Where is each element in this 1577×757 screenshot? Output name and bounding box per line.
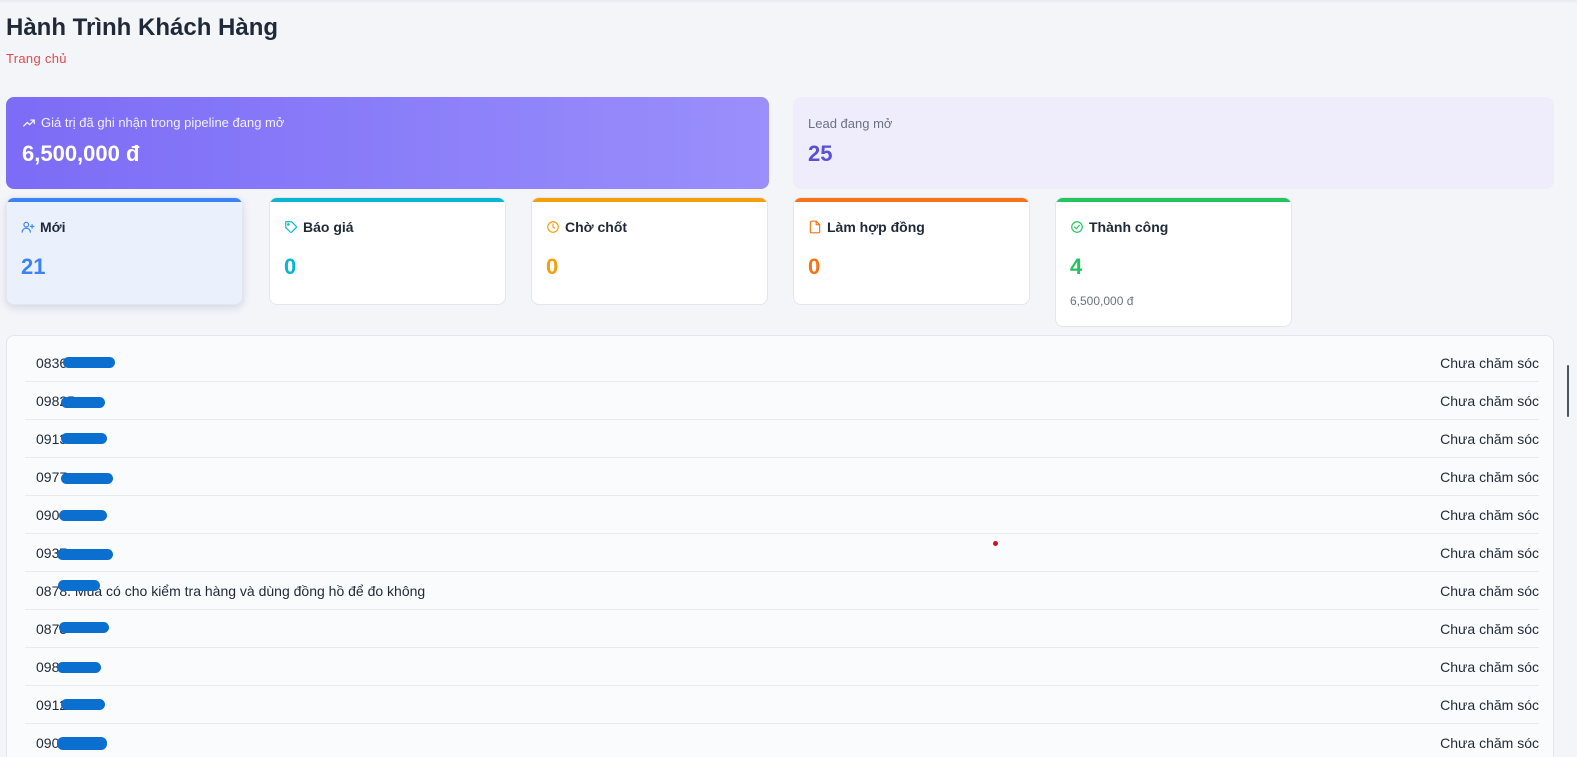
redaction-mark [59,621,109,633]
lead-row[interactable]: 0937 Chưa chăm sóc [25,534,1539,572]
lead-row[interactable]: 0903 Chưa chăm sóc [25,724,1539,757]
lead-row[interactable]: 0878 Chưa chăm sóc [25,610,1539,648]
lead-phone: 0988 [25,659,101,675]
redaction-mark [61,432,107,444]
pipeline-value-label-text: Giá trị đã ghi nhận trong pipeline đang … [41,115,285,130]
stage-label: Mới [40,219,66,235]
lead-phone-text: 0977 [36,468,68,485]
lead-phone: 09825 [25,393,105,409]
breadcrumb-home[interactable]: Trang chủ [6,51,67,66]
lead-row[interactable]: 0913 Chưa chăm sóc [25,420,1539,458]
lead-phone: 0878 [25,621,109,637]
tag-icon [285,221,297,233]
open-leads-value: 25 [808,141,833,166]
lead-status: Chưa chăm sóc [1440,468,1539,485]
redaction-mark [57,661,101,673]
lead-phone-text: 0836 [36,354,68,371]
lead-list: 0836 Chưa chăm sóc 09825 Chưa chăm sóc 0… [6,335,1554,757]
pipeline-value-label: Giá trị đã ghi nhận trong pipeline đang … [22,115,284,130]
stage-count: 4 [1070,254,1083,279]
redaction-mark [61,698,105,710]
stage-card-thanh-cong[interactable]: Thành công 4 6,500,000 đ [1055,197,1292,327]
stage-count: 0 [808,254,821,279]
pipeline-value-card: Giá trị đã ghi nhận trong pipeline đang … [6,97,769,189]
lead-status: Chưa chăm sóc [1440,506,1539,523]
stage-label: Báo giá [303,219,354,235]
stage-count: 0 [546,254,559,279]
top-shadow [0,0,1577,4]
stage-color-bar [7,198,242,202]
stage-color-bar [1056,198,1291,202]
redaction-mark [57,736,107,750]
lead-row[interactable]: 0836 Chưa chăm sóc [25,344,1539,382]
lead-status: Chưa chăm sóc [1440,696,1539,713]
stage-label: Làm hợp đồng [827,219,925,235]
lead-phone-text: 0913 [36,430,68,447]
redaction-mark [61,472,113,484]
stage-color-bar [794,198,1029,202]
open-leads-label: Lead đang mở [808,116,893,131]
lead-status: Chưa chăm sóc [1440,392,1539,409]
lead-row[interactable]: 09825 Chưa chăm sóc [25,382,1539,420]
lead-note: . Mua có cho kiểm tra hàng và dùng đồng … [67,582,426,599]
trending-up-icon [23,119,35,126]
redaction-mark [58,579,100,591]
lead-row[interactable]: 0977 Chưa chăm sóc [25,458,1539,496]
lead-row[interactable]: 0878. Mua có cho kiểm tra hàng và dùng đ… [25,572,1539,610]
lead-phone: 0912 [25,696,105,713]
lead-status: Chưa chăm sóc [1440,582,1539,599]
lead-row[interactable]: 0912 Chưa chăm sóc [25,686,1539,724]
lead-phone: 0878. Mua có cho kiểm tra hàng và dùng đ… [25,579,426,599]
lead-phone: 0937 [25,545,113,561]
lead-status: Chưa chăm sóc [1440,354,1539,371]
lead-row[interactable]: 0904 Chưa chăm sóc [25,496,1539,534]
stage-count: 0 [284,254,297,279]
lead-phone: 0913 [25,430,107,447]
redaction-mark [63,356,115,368]
lead-status: Chưa chăm sóc [1440,430,1539,447]
lead-phone-text: 0912 [36,696,68,713]
stage-card-cho-chot[interactable]: Chờ chốt 0 [531,197,768,305]
stage-color-bar [532,198,767,202]
stage-label: Thành công [1089,219,1169,235]
redaction-mark [61,396,105,408]
lead-status: Chưa chăm sóc [1440,658,1539,675]
open-leads-card: Lead đang mở 25 [793,97,1554,189]
redaction-mark [57,548,113,560]
lead-phone: 0836 [25,354,115,371]
stage-color-bar [270,198,505,202]
stage-amount: 6,500,000 đ [1070,294,1134,308]
page-title: Hành Trình Khách Hàng [6,14,279,41]
stage-count: 21 [21,254,46,279]
redaction-mark [59,509,107,521]
stage-label: Chờ chốt [565,219,628,235]
lead-status: Chưa chăm sóc [1440,734,1539,751]
lead-phone: 0903 [25,735,107,751]
user-plus-icon [21,221,35,233]
check-circle-icon [1071,221,1083,233]
lead-status: Chưa chăm sóc [1440,544,1539,561]
lead-phone: 0904 [25,507,107,523]
file-icon [809,220,821,234]
lead-status: Chưa chăm sóc [1440,620,1539,637]
scrollbar-handle[interactable] [1567,365,1569,417]
stage-card-bao-gia[interactable]: Báo giá 0 [269,197,506,305]
clock-icon [547,221,559,233]
lead-row[interactable]: 0988 Chưa chăm sóc [25,648,1539,686]
cursor-dot [993,541,998,546]
lead-phone: 0977 [25,468,113,485]
stage-card-moi[interactable]: Mới 21 [6,197,243,305]
stage-card-lam-hop-dong[interactable]: Làm hợp đồng 0 [793,197,1030,305]
pipeline-value: 6,500,000 đ [22,141,140,166]
